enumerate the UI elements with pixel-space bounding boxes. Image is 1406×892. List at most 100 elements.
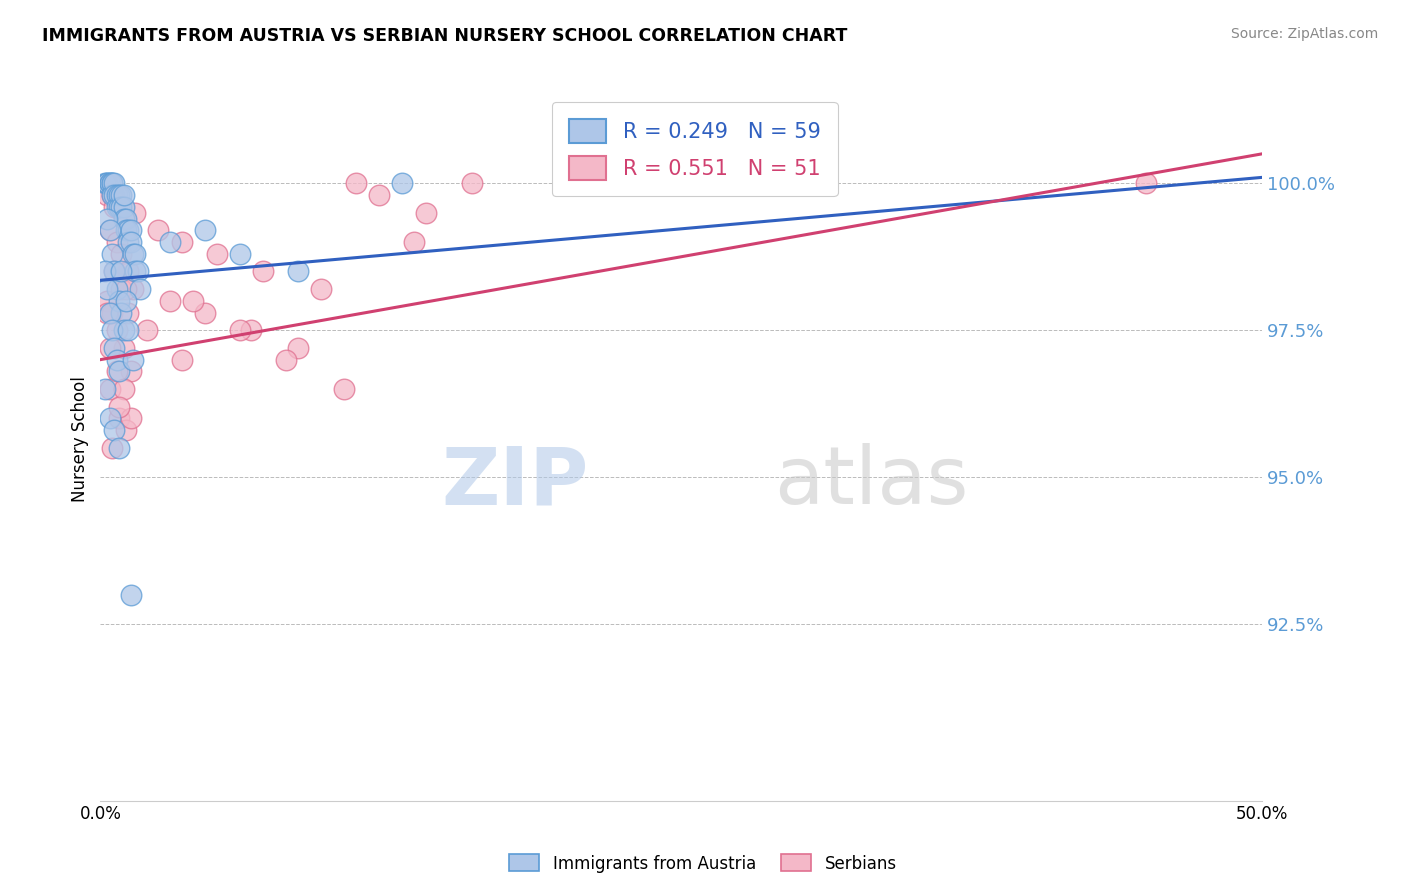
Point [124,205,146,219]
Point [124,264,146,278]
Point [110,282,132,296]
Point [105,352,128,367]
Point [333,382,356,396]
Point [94,264,117,278]
Point [117,305,139,319]
Point [105,188,128,202]
Point [108,200,131,214]
Point [112,341,135,355]
Point [103,423,125,437]
Point [110,305,132,319]
Point [276,352,298,367]
Point [98,341,121,355]
Point [94,176,117,190]
Point [181,293,204,308]
Point [101,188,124,202]
Point [96,282,118,296]
Point [461,176,484,190]
Point [103,264,125,278]
Point [170,235,193,249]
Text: IMMIGRANTS FROM AUSTRIA VS SERBIAN NURSERY SCHOOL CORRELATION CHART: IMMIGRANTS FROM AUSTRIA VS SERBIAN NURSE… [42,27,848,45]
Point [391,176,413,190]
Point [148,223,170,237]
Point [98,176,121,190]
Point [117,323,139,337]
Point [96,293,118,308]
Point [115,223,138,237]
Legend: Immigrants from Austria, Serbians: Immigrants from Austria, Serbians [503,847,903,880]
Point [122,352,145,367]
Y-axis label: Nursery School: Nursery School [72,376,89,502]
Point [415,205,437,219]
Point [103,341,125,355]
Point [120,235,142,249]
Point [205,247,228,261]
Point [112,382,135,396]
Point [344,176,367,190]
Text: Source: ZipAtlas.com: Source: ZipAtlas.com [1230,27,1378,41]
Point [108,364,131,378]
Point [120,411,142,425]
Point [98,305,121,319]
Text: atlas: atlas [775,443,969,522]
Point [98,223,121,237]
Point [112,188,135,202]
Point [120,588,142,602]
Point [135,323,157,337]
Point [252,264,274,278]
Point [108,293,131,308]
Point [122,247,145,261]
Point [128,282,150,296]
Point [103,176,125,190]
Point [105,323,128,337]
Point [287,341,309,355]
Point [115,423,138,437]
Point [309,282,332,296]
Point [105,364,128,378]
Point [98,382,121,396]
Point [101,305,124,319]
Point [94,382,117,396]
Point [120,223,142,237]
Point [110,188,132,202]
Point [96,188,118,202]
Point [117,235,139,249]
Point [105,282,128,296]
Point [105,200,128,214]
Point [108,411,131,425]
Point [115,211,138,226]
Point [105,235,128,249]
Point [112,200,135,214]
Point [112,323,135,337]
Point [368,188,391,202]
Point [96,176,118,190]
Point [287,264,309,278]
Point [103,264,125,278]
Legend: R = 0.249   N = 59, R = 0.551   N = 51: R = 0.249 N = 59, R = 0.551 N = 51 [553,103,838,196]
Point [110,247,132,261]
Point [103,200,125,214]
Point [108,441,131,455]
Point [96,176,118,190]
Point [159,293,181,308]
Point [115,282,138,296]
Point [98,411,121,425]
Point [117,264,139,278]
Point [108,188,131,202]
Point [101,176,124,190]
Point [101,247,124,261]
Point [96,305,118,319]
Point [101,188,124,202]
Point [110,200,132,214]
Point [402,235,425,249]
Point [194,223,217,237]
Point [240,323,263,337]
Point [103,188,125,202]
Point [101,323,124,337]
Point [108,200,131,214]
Point [170,352,193,367]
Point [98,223,121,237]
Point [229,323,252,337]
Point [124,247,146,261]
Point [117,223,139,237]
